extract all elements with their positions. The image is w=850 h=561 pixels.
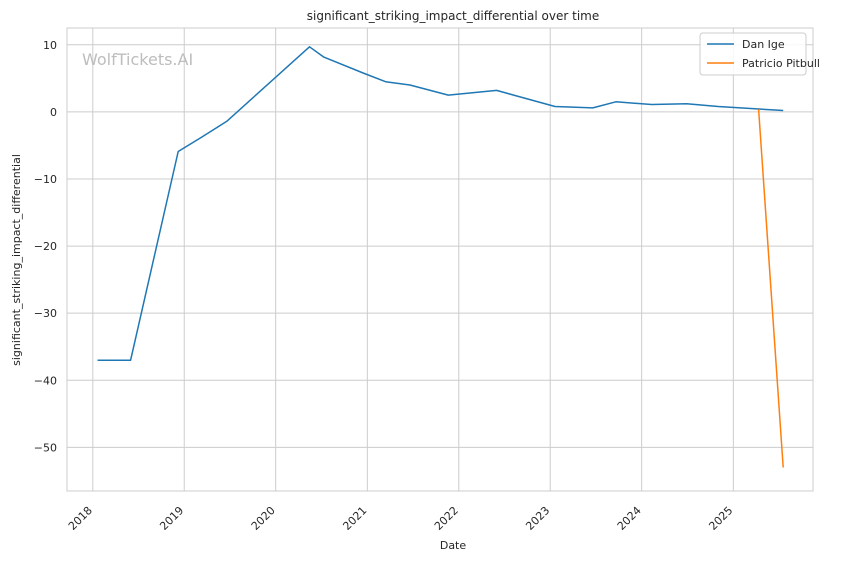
x-tick-label: 2022 (432, 504, 461, 533)
y-tick-label: −20 (34, 240, 57, 253)
x-tick-label: 2020 (249, 504, 278, 533)
x-tick-label: 2024 (615, 504, 644, 533)
y-tick-label: −30 (34, 307, 57, 320)
watermark: WolfTickets.AI (82, 50, 193, 69)
series-line-dan-ige (97, 46, 784, 361)
legend-label-dan-ige: Dan Ige (742, 38, 785, 51)
plot-frame (66, 27, 814, 492)
x-tick-label: 2019 (157, 504, 186, 533)
x-tick-label: 2025 (706, 504, 735, 533)
x-axis-label: Date (440, 539, 467, 552)
y-axis-ticks: 10 0 −10 −20 −30 −40 −50 (34, 39, 57, 455)
chart-title: significant_striking_impact_differential… (307, 9, 599, 23)
series-line-patricio-pitbull (757, 109, 784, 468)
y-tick-label: −50 (34, 441, 57, 454)
grid (67, 28, 813, 491)
legend: Dan Ige Patricio Pitbull (699, 32, 820, 76)
y-axis-label: significant_striking_impact_differential (10, 154, 23, 366)
y-tick-label: −40 (34, 374, 57, 387)
x-tick-label: 2021 (340, 504, 369, 533)
series-layer (97, 46, 784, 468)
y-tick-label: 10 (43, 39, 57, 52)
legend-label-patricio-pitbull: Patricio Pitbull (742, 57, 820, 70)
x-tick-label: 2018 (66, 504, 95, 533)
x-axis-ticks: 2018 2019 2020 2021 2022 2023 2024 2025 (66, 504, 736, 533)
y-tick-label: −10 (34, 173, 57, 186)
x-tick-label: 2023 (523, 504, 552, 533)
y-tick-label: 0 (50, 106, 57, 119)
